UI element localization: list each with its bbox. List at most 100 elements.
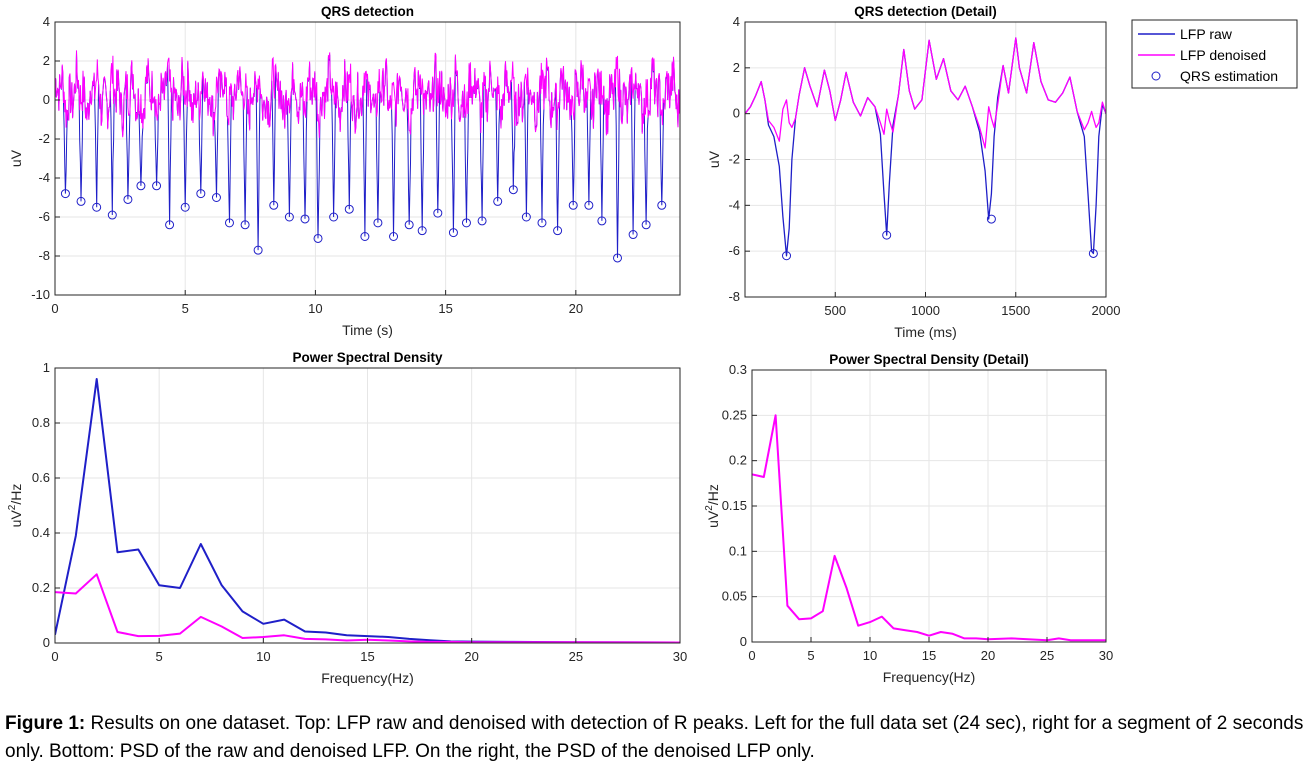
qrs_detail-qrs-marker: [882, 230, 892, 240]
legend-item-label: QRS estimation: [1180, 68, 1278, 84]
qrs_full-qrs-marker: [136, 181, 146, 191]
qrs_full-x-tick-label: 5: [182, 301, 189, 316]
qrs_full-qrs-marker: [373, 218, 383, 228]
qrs-full-denoised-line: [55, 50, 680, 138]
psd_full-series-group: [55, 378, 680, 643]
qrs_detail-y-tick-label: -4: [728, 197, 740, 212]
psd_full-x-axis-label: Frequency(Hz): [321, 670, 414, 686]
qrs_full-y-tick-label: 0: [43, 92, 50, 107]
psd_detail-x-tick-label: 0: [748, 648, 755, 663]
psd_detail-x-axis-label: Frequency(Hz): [883, 669, 976, 685]
qrs_detail-x-tick-label: 1500: [1001, 303, 1030, 318]
psd_detail-x-tick-label: 15: [922, 648, 936, 663]
psd_full-y-axis-label: uV2/Hz: [7, 484, 24, 528]
qrs_full-qrs-marker: [657, 200, 667, 210]
qrs_detail-qrs-marker: [1088, 248, 1098, 258]
qrs_full-qrs-marker: [107, 210, 117, 220]
qrs_full-title: QRS detection: [321, 4, 414, 19]
psd_full-y-tick-label: 0.8: [32, 415, 50, 430]
psd_full-title: Power Spectral Density: [292, 350, 443, 365]
qrs_full-axes-box: [54, 21, 681, 296]
caption-text: Results on one dataset. Top: LFP raw and…: [5, 713, 1304, 762]
psd_detail-y-axis-label: uV2/Hz: [704, 484, 721, 528]
qrs_full-qrs-marker: [165, 220, 175, 230]
qrs_detail-x-tick-label: 500: [824, 303, 846, 318]
psd_full-y-tick-label: 1: [43, 360, 50, 375]
qrs_detail-y-tick-label: -2: [728, 152, 740, 167]
psd_full-x-tick-label: 25: [569, 649, 583, 664]
psd_detail-y-tick-label: 0.15: [722, 498, 747, 513]
psd_detail-y-tick-label: 0.1: [729, 543, 747, 558]
qrs_full-y-tick-label: 2: [43, 53, 50, 68]
qrs_full-qrs-marker: [196, 189, 206, 199]
qrs_full-qrs-marker: [300, 214, 310, 224]
qrs_detail-x-tick-label: 2000: [1092, 303, 1121, 318]
qrs_full-qrs-marker: [508, 185, 518, 195]
psd_full-x-tick-label: 30: [673, 649, 687, 664]
qrs_detail-x-tick-label: 1000: [911, 303, 940, 318]
qrs_full-y-axis-label: uV: [8, 149, 24, 167]
psd_full-y-tick-label: 0: [43, 635, 50, 650]
qrs_detail-x-axis-label: Time (ms): [894, 324, 956, 340]
qrs_full-qrs-marker: [329, 212, 339, 222]
psd_detail-x-tick-label: 5: [807, 648, 814, 663]
psd_detail-y-tick-label: 0.05: [722, 589, 747, 604]
legend-swatch-marker: [1151, 71, 1161, 81]
psd_detail-y-tick-label: 0.2: [729, 453, 747, 468]
psd_full-y-tick-label: 0.2: [32, 580, 50, 595]
psd_detail-y-tick-label: 0: [740, 634, 747, 649]
qrs_full-qrs-marker: [284, 212, 294, 222]
figure-caption: Figure 1: Results on one dataset. Top: L…: [5, 710, 1305, 766]
qrs_full-qrs-marker: [123, 194, 133, 204]
psd_full-y-tick-label: 0.4: [32, 525, 50, 540]
psd_detail-y-tick-label: 0.25: [722, 407, 747, 422]
qrs_detail-y-tick-label: 2: [733, 60, 740, 75]
qrs_full-qrs-marker: [641, 220, 651, 230]
qrs_detail-y-tick-label: 4: [733, 14, 740, 29]
qrs_detail-y-tick-label: -8: [728, 289, 740, 304]
qrs_full-qrs-marker: [553, 226, 563, 236]
qrs_full-qrs-marker: [180, 202, 190, 212]
qrs_full-qrs-marker: [433, 208, 443, 218]
qrs_detail-y-tick-label: -6: [728, 243, 740, 258]
qrs_full-qrs-marker: [60, 189, 70, 199]
qrs_full-x-tick-label: 20: [569, 301, 583, 316]
psd_full-x-tick-label: 20: [464, 649, 478, 664]
psd_detail-title: Power Spectral Density (Detail): [829, 352, 1029, 367]
psd_full-x-tick-label: 15: [360, 649, 374, 664]
qrs_full-y-tick-label: -4: [38, 170, 50, 185]
qrs_full-x-tick-label: 10: [308, 301, 322, 316]
qrs_full-qrs-marker: [404, 220, 414, 230]
psd_detail-x-tick-label: 10: [863, 648, 877, 663]
qrs_detail-y-axis-label: uV: [706, 150, 722, 168]
psd_full-x-tick-label: 0: [51, 649, 58, 664]
qrs_full-qrs-marker: [360, 232, 370, 241]
psd_full-x-tick-label: 10: [256, 649, 270, 664]
qrs_detail-y-tick-label: 0: [733, 106, 740, 121]
qrs_full-qrs-marker: [240, 220, 250, 230]
qrs_detail-qrs-marker: [782, 251, 792, 261]
qrs_full-qrs-marker: [613, 253, 622, 263]
legend-item-label: LFP denoised: [1180, 47, 1266, 63]
qrs_full-qrs-marker: [537, 218, 547, 228]
psd_full-x-tick-label: 5: [156, 649, 163, 664]
qrs_full-qrs-marker: [211, 193, 221, 202]
qrs_full-qrs-marker: [344, 204, 354, 214]
psd_detail-x-tick-label: 20: [981, 648, 995, 663]
qrs_full-qrs-marker: [568, 200, 578, 210]
qrs_full-y-tick-label: 4: [43, 14, 50, 29]
qrs_detail-title: QRS detection (Detail): [854, 4, 997, 19]
qrs_full-qrs-marker: [253, 245, 263, 255]
qrs_full-y-tick-label: -2: [38, 131, 50, 146]
qrs_full-qrs-marker: [269, 200, 279, 210]
qrs_full-qrs-marker: [389, 232, 399, 241]
qrs_full-qrs-marker: [224, 218, 234, 228]
qrs_detail-qrs-marker: [986, 214, 996, 224]
qrs_full-x-axis-label: Time (s): [342, 322, 393, 338]
psd_detail-y-tick-label: 0.3: [729, 362, 747, 377]
qrs_detail-denoised-line: [745, 37, 1106, 149]
qrs_full-series-group: [55, 50, 680, 263]
qrs_full-qrs-marker: [521, 212, 531, 222]
qrs_full-qrs-marker: [493, 196, 503, 206]
